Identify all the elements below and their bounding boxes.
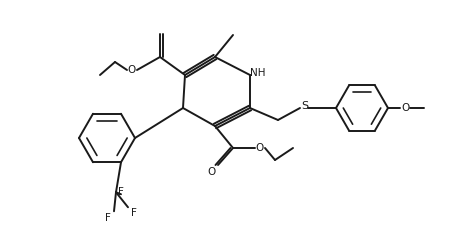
Text: O: O (256, 143, 264, 153)
Text: O: O (402, 103, 410, 113)
Text: O: O (208, 167, 216, 177)
Text: NH: NH (250, 68, 266, 78)
Text: F: F (105, 213, 111, 223)
Text: F: F (131, 208, 137, 218)
Text: F: F (118, 187, 124, 197)
Text: O: O (128, 65, 136, 75)
Text: S: S (302, 101, 308, 111)
